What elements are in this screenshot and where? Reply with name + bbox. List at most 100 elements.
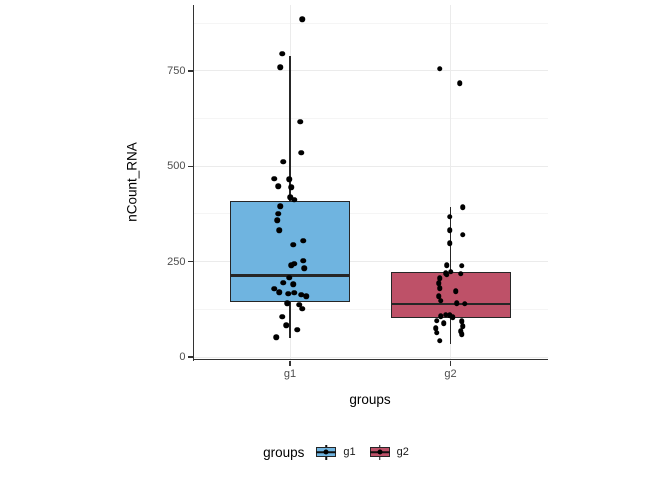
g2-jitter-point (436, 66, 443, 72)
legend-label: g1 (343, 446, 356, 458)
gridline-major-y (192, 70, 548, 72)
g1-jitter-point (298, 292, 304, 298)
g2-jitter-point (436, 337, 443, 344)
g2-jitter-point (433, 318, 440, 324)
y-axis-line (192, 5, 195, 361)
g1-jitter-point (286, 274, 292, 281)
key-point-icon (377, 449, 383, 455)
g1-jitter-point (288, 184, 294, 190)
g2-jitter-point (442, 311, 449, 318)
g2-jitter-point (459, 204, 466, 210)
g1-jitter-point (303, 293, 309, 300)
g1-jitter-point (277, 64, 283, 70)
g1-jitter-point (286, 176, 292, 182)
legend-item-g1: g1 (316, 444, 356, 460)
g2-jitter-point (459, 323, 466, 329)
y-tick-label: 500 (167, 160, 186, 173)
g1-jitter-point (284, 300, 290, 306)
g2-jitter-point (446, 240, 453, 247)
key-point-icon (323, 449, 329, 455)
y-tick-mark (187, 70, 193, 72)
g2-jitter-point (457, 271, 464, 277)
g2-jitter-point (443, 272, 450, 278)
g1-jitter-point (298, 150, 304, 156)
gridline-major-y (192, 165, 548, 167)
g2-jitter-point (458, 318, 465, 324)
g2-upper-whisker (449, 207, 452, 272)
g1-jitter-point (296, 301, 302, 308)
g1-jitter-point (280, 158, 286, 165)
g1-jitter-point (279, 50, 285, 57)
g2-jitter-point (449, 314, 456, 321)
g2-jitter-point (447, 268, 454, 275)
legend-item-g2: g2 (369, 444, 409, 460)
g1-jitter-point (271, 285, 277, 292)
legend-key-boxplot-icon (369, 444, 390, 460)
g2-jitter-point (461, 301, 468, 307)
y-axis-title: nCount_RNA (124, 142, 140, 222)
y-tick-mark (187, 356, 193, 358)
x-axis-line (192, 358, 548, 361)
g1-box (230, 200, 350, 302)
g2-jitter-point (443, 262, 450, 268)
g1-jitter-point (301, 265, 307, 271)
g2-jitter-point (446, 214, 453, 220)
x-tick-label: g1 (283, 367, 297, 380)
g2-jitter-point (440, 320, 447, 326)
g2-jitter-point (433, 330, 440, 336)
g1-jitter-point (283, 322, 289, 329)
g2-jitter-point (437, 297, 444, 304)
g1-jitter-point (275, 210, 281, 217)
y-tick-label: 750 (167, 64, 186, 77)
legend-label: g2 (396, 446, 409, 458)
g2-jitter-point (436, 285, 443, 292)
legend-key-boxplot-icon (316, 444, 337, 460)
g1-jitter-point (280, 280, 286, 286)
g1-jitter-point (276, 227, 282, 234)
x-axis-title: groups (349, 392, 391, 407)
g1-jitter-point (299, 305, 305, 312)
g1-jitter-point (291, 197, 297, 203)
g2-median-line (390, 302, 511, 306)
g2-lower-whisker (449, 318, 452, 344)
g1-upper-whisker (289, 55, 291, 201)
gridline-minor-y (192, 308, 548, 310)
g2-jitter-point (453, 300, 460, 306)
g1-jitter-point (275, 183, 281, 189)
g1-lower-whisker (289, 301, 291, 338)
g1-jitter-point (279, 314, 285, 320)
legend-title: groups (263, 444, 305, 460)
gridline-minor-y (192, 213, 548, 215)
gridline-minor-y (192, 118, 548, 120)
legend-items: g1 g2 (316, 444, 409, 460)
g2-jitter-point (446, 312, 453, 319)
gridline-minor-y (192, 22, 548, 24)
g1-jitter-point (277, 203, 283, 210)
x-tick-label: g2 (444, 367, 457, 380)
g1-jitter-point (300, 237, 306, 244)
g2-box (390, 271, 511, 319)
g1-jitter-point (274, 217, 280, 224)
legend: groups g1 g2 (0, 440, 672, 464)
gridline-major-x (450, 5, 451, 361)
g2-jitter-point (458, 331, 465, 338)
g2-jitter-point (432, 325, 439, 331)
gridline-major-y (192, 261, 548, 263)
g1-jitter-point (285, 290, 291, 297)
y-tick-mark (187, 260, 193, 263)
g2-jitter-point (459, 231, 466, 238)
gridline-major-y (192, 356, 548, 358)
g2-jitter-point (437, 313, 444, 319)
x-tick-mark (449, 360, 452, 366)
g1-jitter-point (290, 281, 296, 287)
g1-jitter-point (273, 334, 279, 340)
g1-jitter-point (291, 290, 297, 296)
g2-jitter-point (435, 293, 442, 300)
y-tick-label: 250 (167, 255, 186, 268)
y-tick-mark (187, 165, 193, 167)
g1-jitter-point (288, 262, 294, 269)
g2-jitter-point (458, 263, 465, 269)
g2-jitter-point (435, 280, 442, 287)
